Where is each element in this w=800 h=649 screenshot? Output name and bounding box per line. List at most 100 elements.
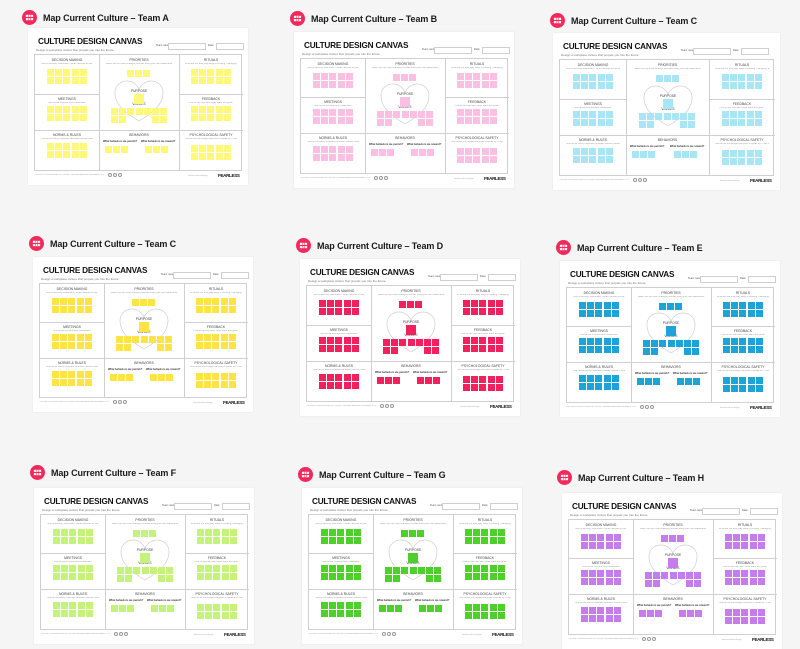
culture-design-canvas[interactable]: CULTURE DESIGN CANVAS Design a workplace …	[562, 493, 782, 649]
sticky-note[interactable]	[207, 145, 215, 152]
sticky-note[interactable]	[76, 342, 84, 350]
sticky-note[interactable]	[135, 108, 143, 115]
sticky-note[interactable]	[79, 143, 87, 150]
team-name-field[interactable]	[700, 276, 738, 283]
sticky-note[interactable]	[746, 119, 754, 127]
sticky-note[interactable]	[327, 337, 335, 344]
sticky-note[interactable]	[53, 602, 60, 609]
sticky-note[interactable]	[313, 117, 320, 125]
culture-design-canvas[interactable]: CULTURE DESIGN CANVAS Design a workplace …	[33, 257, 253, 412]
sticky-note[interactable]	[473, 109, 481, 116]
sticky-note[interactable]	[391, 347, 399, 355]
sticky-note[interactable]	[215, 69, 223, 76]
sticky-note[interactable]	[220, 342, 228, 350]
sticky-note[interactable]	[204, 298, 212, 305]
sticky-note[interactable]	[651, 348, 659, 356]
sticky-note[interactable]	[204, 334, 212, 341]
sticky-note[interactable]	[329, 602, 337, 609]
sticky-note[interactable]	[84, 371, 92, 378]
sticky-note[interactable]	[116, 344, 123, 352]
sticky-note[interactable]	[489, 156, 497, 164]
sticky-note[interactable]	[659, 340, 667, 347]
sticky-note[interactable]	[668, 558, 678, 568]
sticky-note[interactable]	[60, 298, 68, 305]
sticky-note[interactable]	[694, 580, 702, 588]
sticky-note[interactable]	[722, 111, 729, 118]
sticky-note[interactable]	[221, 604, 229, 611]
sticky-note[interactable]	[417, 377, 424, 384]
sticky-note[interactable]	[345, 81, 353, 89]
sticky-note[interactable]	[205, 573, 213, 581]
sticky-note[interactable]	[481, 573, 489, 581]
sticky-note[interactable]	[481, 117, 489, 125]
sticky-note[interactable]	[196, 373, 203, 380]
sticky-note[interactable]	[613, 607, 621, 614]
sticky-note[interactable]	[134, 94, 144, 104]
sticky-note[interactable]	[589, 74, 597, 81]
sticky-note[interactable]	[343, 374, 351, 381]
sticky-note[interactable]	[76, 298, 84, 305]
sticky-note[interactable]	[426, 575, 433, 583]
sticky-note[interactable]	[597, 542, 605, 550]
sticky-note[interactable]	[337, 565, 345, 572]
sticky-note[interactable]	[647, 610, 655, 617]
sticky-note[interactable]	[741, 609, 749, 616]
sticky-note[interactable]	[197, 537, 204, 545]
frame-title[interactable]: Map Current Culture – Team E	[577, 242, 703, 253]
sticky-note[interactable]	[487, 308, 495, 316]
sticky-note[interactable]	[725, 534, 732, 541]
sticky-note[interactable]	[473, 612, 481, 620]
sticky-note[interactable]	[77, 529, 85, 536]
sticky-note[interactable]	[79, 77, 87, 85]
sticky-note[interactable]	[335, 382, 343, 390]
sticky-note[interactable]	[465, 81, 473, 89]
sticky-note[interactable]	[495, 308, 503, 316]
sticky-note[interactable]	[579, 346, 586, 354]
team-name-field[interactable]	[174, 503, 212, 510]
sticky-note[interactable]	[337, 610, 345, 618]
sticky-note[interactable]	[473, 565, 481, 572]
sticky-note[interactable]	[321, 109, 329, 116]
sticky-note[interactable]	[457, 148, 464, 155]
sticky-note[interactable]	[191, 69, 198, 76]
sticky-note[interactable]	[84, 342, 92, 350]
sticky-note[interactable]	[741, 534, 749, 541]
sticky-note[interactable]	[738, 150, 746, 157]
sticky-note[interactable]	[152, 108, 159, 115]
sticky-note[interactable]	[723, 338, 730, 345]
sticky-note[interactable]	[730, 158, 738, 166]
sticky-note[interactable]	[196, 306, 203, 314]
sticky-note[interactable]	[640, 151, 648, 158]
sticky-note[interactable]	[747, 346, 755, 354]
sticky-note[interactable]	[345, 537, 353, 545]
sticky-note[interactable]	[639, 121, 646, 129]
sticky-note[interactable]	[204, 373, 212, 380]
sticky-note[interactable]	[79, 106, 87, 113]
sticky-note[interactable]	[409, 74, 417, 81]
sticky-note[interactable]	[663, 99, 673, 109]
sticky-note[interactable]	[213, 573, 221, 581]
sticky-note[interactable]	[755, 338, 763, 345]
sticky-note[interactable]	[754, 119, 762, 127]
sticky-note[interactable]	[645, 572, 652, 579]
sticky-note[interactable]	[52, 371, 59, 378]
sticky-note[interactable]	[733, 534, 741, 541]
sticky-note[interactable]	[229, 537, 237, 545]
sticky-note[interactable]	[61, 565, 69, 572]
sticky-note[interactable]	[731, 302, 739, 309]
sticky-note[interactable]	[733, 578, 741, 586]
sticky-note[interactable]	[353, 537, 361, 545]
sticky-note[interactable]	[434, 567, 442, 574]
sticky-note[interactable]	[481, 81, 489, 89]
sticky-note[interactable]	[313, 154, 320, 162]
sticky-note[interactable]	[471, 300, 479, 307]
sticky-note[interactable]	[141, 567, 149, 574]
sticky-note[interactable]	[353, 573, 361, 581]
sticky-note[interactable]	[739, 310, 747, 318]
date-field[interactable]	[221, 272, 249, 279]
sticky-note[interactable]	[471, 384, 479, 392]
sticky-note[interactable]	[337, 146, 345, 153]
sticky-note[interactable]	[337, 81, 345, 89]
sticky-note[interactable]	[463, 308, 470, 316]
sticky-note[interactable]	[411, 149, 418, 156]
